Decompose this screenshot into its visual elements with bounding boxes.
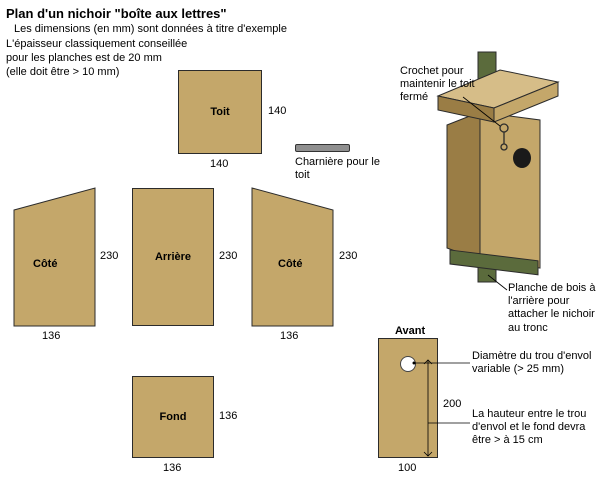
page-title: Plan d'un nichoir "boîte aux lettres" xyxy=(6,6,227,21)
callout-height: La hauteur entre le trou d'envol et le f… xyxy=(472,408,597,448)
dim-arriere-right: 230 xyxy=(219,250,237,262)
cote1-label: Côté xyxy=(33,258,57,270)
dim-fond-bottom: 136 xyxy=(163,462,181,474)
callout-back-plank: Planche de bois à l'arrière pour attache… xyxy=(508,282,598,335)
dim-avant-right: 200 xyxy=(443,398,461,410)
piece-arriere: Arrière xyxy=(132,188,214,326)
dim-toit-right: 140 xyxy=(268,105,286,117)
piece-fond-label: Fond xyxy=(160,411,187,423)
piece-toit: Toit xyxy=(178,70,262,154)
callout-hole: Diamètre du trou d'envol variable (> 25 … xyxy=(472,350,592,376)
thickness-note: L'épaisseur classiquement conseillée pou… xyxy=(6,38,196,79)
dim-avant-bottom: 100 xyxy=(398,462,416,474)
hinge-icon xyxy=(295,144,350,152)
piece-arriere-label: Arrière xyxy=(155,251,191,263)
dim-cote2-right: 230 xyxy=(339,250,357,262)
dim-cote1-bottom: 136 xyxy=(42,330,60,342)
hinge-label: Charnière pour le toit xyxy=(295,156,395,181)
dim-toit-bottom: 140 xyxy=(210,158,228,170)
callout-hook: Crochet pour maintenir le toit fermé xyxy=(400,65,490,105)
dim-cote1-right: 230 xyxy=(100,250,118,262)
piece-toit-label: Toit xyxy=(210,106,229,118)
cote2-label: Côté xyxy=(278,258,302,270)
dim-fond-right: 136 xyxy=(219,410,237,422)
avant-hole-icon xyxy=(400,356,416,372)
subtitle: Les dimensions (en mm) sont données à ti… xyxy=(14,23,287,35)
avant-label: Avant xyxy=(395,325,425,337)
dim-cote2-bottom: 136 xyxy=(280,330,298,342)
piece-fond: Fond xyxy=(132,376,214,458)
